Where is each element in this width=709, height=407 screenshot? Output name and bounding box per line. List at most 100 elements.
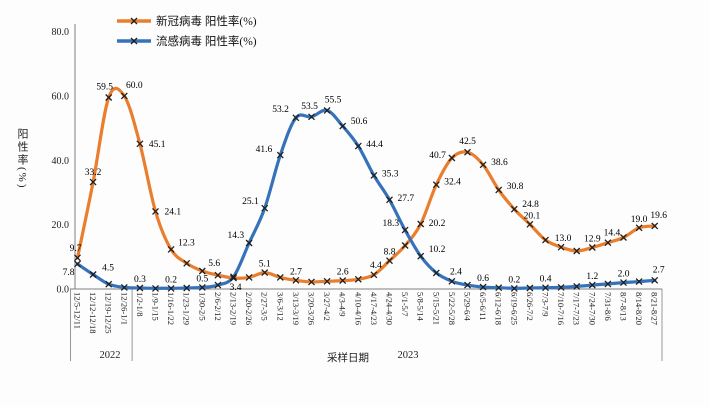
y-tick-label: 0.0 [57, 285, 70, 296]
point-marker [448, 154, 456, 162]
data-label: 12.3 [178, 238, 195, 248]
y-tick-label: 20.0 [52, 220, 70, 231]
data-label: 32.4 [444, 178, 461, 188]
x-tick-label: 5/1-5/7 [400, 292, 410, 317]
point-marker [89, 271, 97, 278]
data-label: 59.5 [96, 83, 113, 93]
point-marker [510, 284, 518, 292]
data-label: 50.6 [351, 117, 368, 127]
data-label: 14.3 [227, 231, 244, 241]
year-label-2023: 2023 [397, 350, 419, 361]
data-label: 33.2 [85, 168, 102, 178]
y-axis-title: 阳性率(%) [16, 128, 28, 190]
data-label: 42.5 [459, 137, 476, 147]
x-tick-label: 1/16-1/22 [166, 292, 176, 325]
data-label: 2.7 [653, 265, 665, 275]
x-tick-label: 2/27-3/5 [260, 292, 270, 321]
x-tick-label: 2/20-2/26 [244, 292, 254, 325]
x-tick-label: 6/26-7/2 [525, 292, 535, 321]
point-marker [276, 273, 284, 281]
point-marker [557, 283, 565, 291]
point-marker [323, 277, 331, 285]
point-marker [401, 226, 409, 234]
point-marker [386, 196, 393, 204]
point-marker [152, 207, 159, 215]
legend-covid-label: 新冠病毒 阳性率(%) [156, 15, 257, 28]
point-marker [261, 204, 269, 212]
point-marker [198, 283, 206, 291]
legend: 新冠病毒 阳性率(%) 流感病毒 阳性率(%) [116, 12, 257, 49]
x-tick-label: 7/10-7/16 [556, 292, 566, 325]
x-tick-label: 4/17-4/23 [369, 292, 379, 325]
legend-item-flu: 流感病毒 阳性率(%) [116, 32, 257, 49]
point-marker [136, 284, 144, 292]
point-marker [495, 284, 503, 292]
data-label: 0.5 [196, 274, 208, 284]
point-marker [120, 283, 128, 291]
point-marker [74, 260, 81, 268]
data-label: 24.1 [165, 207, 182, 217]
point-marker [635, 224, 643, 232]
data-label: 30.8 [507, 182, 524, 192]
x-tick-label: 6/12-6/18 [494, 292, 504, 325]
point-marker [183, 259, 191, 267]
point-marker [510, 205, 518, 213]
point-marker [245, 239, 253, 247]
x-tick-label: 7/17-7/23 [572, 292, 582, 325]
point-marker [230, 273, 237, 281]
point-marker [588, 244, 596, 251]
point-marker [308, 278, 315, 286]
series-line-covid [75, 86, 657, 284]
point-marker [120, 92, 128, 100]
data-label: 7.8 [63, 268, 75, 278]
point-marker [526, 220, 534, 228]
point-marker [432, 181, 440, 189]
point-marker [386, 257, 393, 265]
point-marker [370, 271, 378, 279]
point-marker [479, 283, 487, 291]
point-marker [167, 245, 175, 253]
x-tick-label: 3/20-3/26 [307, 292, 317, 325]
point-marker [308, 113, 315, 121]
point-marker [105, 94, 113, 101]
point-marker [573, 282, 581, 290]
point-marker [464, 148, 471, 156]
data-label: 55.5 [325, 95, 342, 105]
point-marker [198, 267, 206, 275]
x-tick-label: 8/21-8/27 [650, 292, 660, 325]
x-tick-label: 12/5-12/11 [73, 292, 83, 329]
y-tick-label: 60.0 [52, 91, 70, 102]
point-marker [448, 277, 456, 285]
x-tick-label: 6/5-6/11 [478, 292, 488, 321]
x-tick-label: 12/19-12/25 [104, 292, 114, 334]
data-label: 40.7 [429, 151, 446, 161]
x-tick-label: 12/26-1/1 [119, 292, 129, 325]
point-marker [604, 239, 612, 247]
x-tick-label: 6/19-6/25 [509, 292, 519, 325]
data-label: 53.2 [272, 105, 289, 115]
y-tick-label: 40.0 [52, 156, 70, 167]
data-label: 4.4 [370, 261, 382, 271]
data-label: 3.4 [230, 283, 242, 293]
point-marker [542, 284, 549, 292]
point-marker [370, 171, 378, 179]
x-tick-label: 1/30-2/5 [197, 292, 207, 321]
x-tick-label: 1/9-1/15 [151, 292, 161, 321]
point-marker [417, 220, 425, 228]
x-tick-label: 4/24-4/30 [385, 292, 395, 325]
point-marker [339, 122, 347, 130]
data-label: 19.0 [631, 215, 648, 225]
point-marker [651, 222, 659, 230]
x-tick-label: 1/23-1/29 [182, 292, 192, 325]
point-marker [136, 140, 144, 148]
point-marker [432, 269, 440, 277]
point-marker [105, 280, 113, 288]
legend-covid-line-icon [117, 17, 151, 24]
data-label: 0.4 [540, 275, 552, 285]
point-marker [354, 142, 362, 150]
point-marker [526, 284, 534, 292]
x-tick-label: 4/3-4/9 [338, 292, 348, 317]
legend-flu-label: 流感病毒 阳性率(%) [156, 35, 257, 48]
